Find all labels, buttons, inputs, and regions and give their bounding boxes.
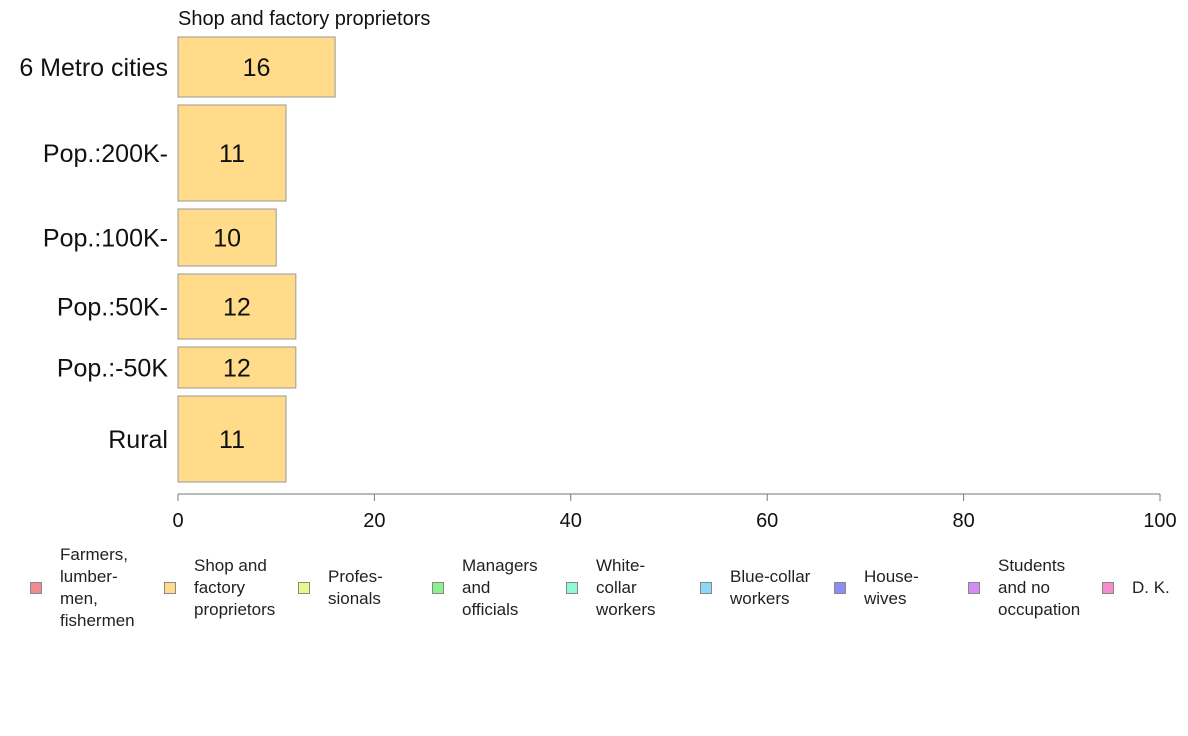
legend-label: House- wives [864,567,919,608]
legend-label: Blue-collar workers [730,567,811,608]
bar [177,208,277,267]
chart-title: Shop and factory proprietors [178,8,430,30]
category-label: 6 Metro cities [19,54,168,82]
category-label: Pop.:100K- [43,225,168,253]
legend-swatch [432,582,444,594]
legend-label: White- collar workers [596,556,656,619]
legend-swatch [164,582,176,594]
legend-item: House- wives [834,552,919,610]
bar [177,104,287,202]
bar-chart: Shop and factory proprietors 6 Metro cit… [19,8,1177,532]
legend-item: Students and no occupation [968,552,1080,621]
legend-swatch [1102,582,1114,594]
legend-item: Farmers, lumber- men, fishermen [30,545,135,632]
legend-swatch [968,582,980,594]
data-label: 12 [223,294,251,322]
x-tick-label: 0 [172,510,183,532]
legend-swatch [30,582,42,594]
x-axis: 0 20 40 60 80 100 [172,493,1177,532]
data-label: 12 [223,355,251,383]
category-label: Rural [108,426,168,454]
legend-item: Shop and factory proprietors [164,552,275,621]
data-label: 10 [213,225,241,253]
data-label: 11 [219,426,245,454]
legend-swatch [834,582,846,594]
legend-label: Students and no occupation [998,556,1081,619]
bar [177,273,297,340]
legend-label: D. K. [1132,578,1170,597]
data-label: 11 [219,140,245,168]
legend-label: Shop and factory proprietors [194,556,276,619]
category-label: Pop.:200K- [43,140,168,168]
legend-item: White- collar workers [566,552,656,621]
legend-item: Managers and officials [432,552,538,621]
legend-item: D. K. [1102,552,1170,599]
bar [177,346,297,389]
legend: Farmers, lumber- men, fishermen Shop and … [30,545,1188,642]
legend-swatch [298,582,310,594]
legend-swatch [700,582,712,594]
legend-label: Farmers, lumber- men, fishermen [60,545,135,630]
legend-item: Blue-collar workers [700,552,810,610]
legend-label: Managers and officials [462,556,538,619]
bar [177,36,336,98]
legend-swatch [566,582,578,594]
x-tick-label: 20 [363,510,385,532]
legend-item: Profes- sionals [298,552,383,610]
x-tick-label: 60 [756,510,778,532]
bar [177,395,287,483]
x-tick-label: 100 [1143,510,1176,532]
category-label: Pop.:50K- [57,294,168,322]
x-tick-label: 40 [560,510,582,532]
data-label: 16 [243,54,271,82]
x-tick-label: 80 [952,510,974,532]
legend-label: Profes- sionals [328,567,383,608]
bars-group: 6 Metro cities 16 Pop.:200K- 11 Pop.:100K- 10… [19,36,336,483]
category-label: Pop.:-50K [57,355,169,383]
